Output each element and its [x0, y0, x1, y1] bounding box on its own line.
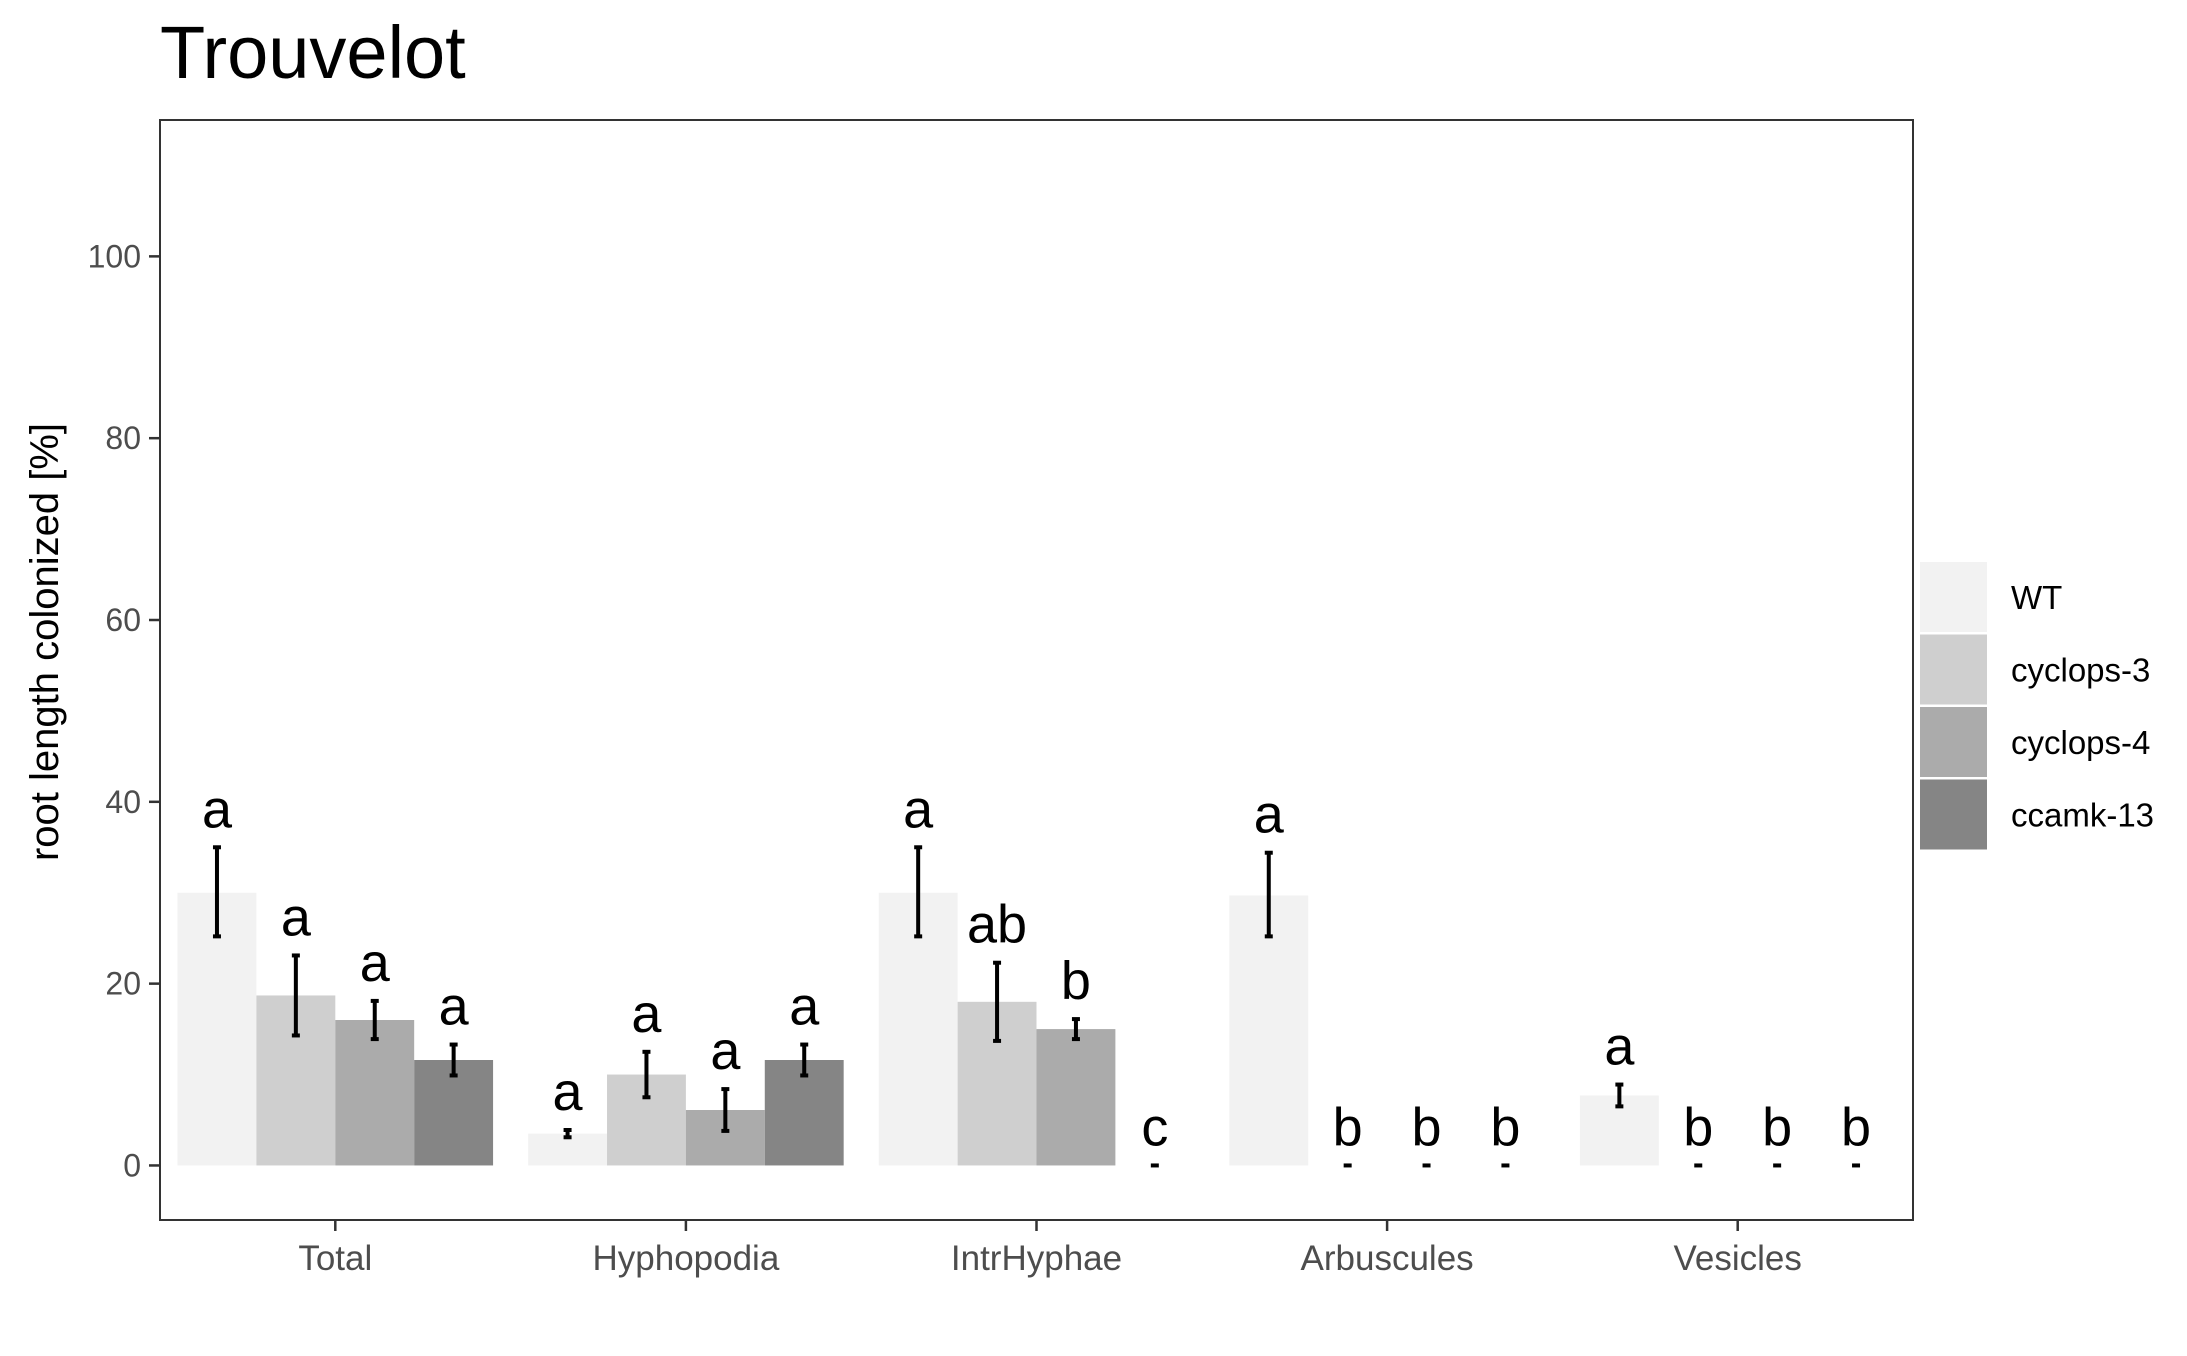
bar: [1036, 1029, 1116, 1166]
error-bar: [993, 960, 1002, 1043]
significance-label: a: [789, 977, 820, 1037]
legend: WT cyclops-3 cyclops-4 ccamk-13: [1920, 562, 2154, 850]
significance-label: a: [553, 1062, 584, 1122]
x-tick-label: Total: [298, 1239, 372, 1278]
significance-label: a: [710, 1021, 741, 1081]
significance-label: a: [281, 887, 312, 947]
legend-label: ccamk-13: [2011, 797, 2154, 834]
error-bar: [291, 953, 300, 1038]
x-tick-label: IntrHyphae: [951, 1239, 1122, 1278]
error-bar: [914, 845, 923, 939]
y-tick-label: 80: [105, 420, 141, 456]
legend-key: [1920, 779, 1987, 850]
legend-key: [1920, 562, 1987, 632]
significance-label: b: [1841, 1097, 1871, 1157]
significance-label: ab: [967, 895, 1027, 955]
significance-label: a: [903, 779, 934, 839]
significance-label: a: [360, 933, 391, 993]
significance-label: b: [1490, 1097, 1520, 1157]
significance-label: a: [202, 779, 233, 839]
significance-label: a: [631, 984, 662, 1044]
legend-item: cyclops-3: [1920, 634, 2150, 705]
legend-item: WT: [1920, 562, 2062, 632]
bar: [414, 1060, 494, 1166]
y-tick-label: 0: [123, 1147, 141, 1183]
legend-key: [1920, 707, 1987, 777]
legend-label: WT: [2011, 579, 2062, 616]
significance-label: a: [1254, 785, 1285, 845]
legend-key: [1920, 634, 1987, 705]
legend-label: cyclops-4: [2011, 724, 2150, 761]
y-tick-label: 40: [105, 784, 141, 820]
significance-label: b: [1061, 951, 1091, 1011]
chart-title: Trouvelot: [160, 11, 466, 94]
error-bar: [212, 845, 221, 939]
error-bar: [449, 1042, 458, 1078]
error-bar: [721, 1087, 730, 1133]
bar: [335, 1020, 415, 1166]
significance-label: b: [1762, 1097, 1792, 1157]
error-bar: [642, 1049, 651, 1100]
error-bar: [370, 998, 379, 1042]
legend-item: cyclops-4: [1920, 707, 2150, 777]
significance-label: b: [1683, 1097, 1713, 1157]
bar: [764, 1060, 844, 1166]
error-bar: [1264, 850, 1273, 939]
y-axis: 0 20 40 60 80 100: [88, 238, 160, 1183]
significance-label: b: [1412, 1097, 1442, 1157]
x-axis: Total Hyphopodia IntrHyphae Arbuscules Vesic…: [298, 1220, 1802, 1278]
legend-item: ccamk-13: [1920, 779, 2154, 850]
error-bar: [1615, 1082, 1624, 1109]
y-axis-label: root length colonized [%]: [23, 423, 67, 861]
error-bar: [1071, 1017, 1080, 1042]
significance-label: b: [1333, 1097, 1363, 1157]
x-tick-label: Vesicles: [1673, 1239, 1801, 1278]
significance-label: a: [1604, 1017, 1635, 1077]
x-tick-label: Arbuscules: [1301, 1239, 1474, 1278]
error-bars-layer: [212, 845, 1861, 1168]
y-tick-label: 20: [105, 966, 141, 1002]
legend-label: cyclops-3: [2011, 652, 2150, 689]
error-bar: [563, 1128, 572, 1140]
error-bar: [800, 1042, 809, 1078]
x-tick-label: Hyphopodia: [592, 1239, 779, 1278]
y-tick-label: 100: [88, 238, 141, 274]
bar: [1229, 895, 1309, 1166]
significance-label: a: [439, 977, 470, 1037]
y-tick-label: 60: [105, 602, 141, 638]
significance-label: c: [1141, 1097, 1168, 1157]
